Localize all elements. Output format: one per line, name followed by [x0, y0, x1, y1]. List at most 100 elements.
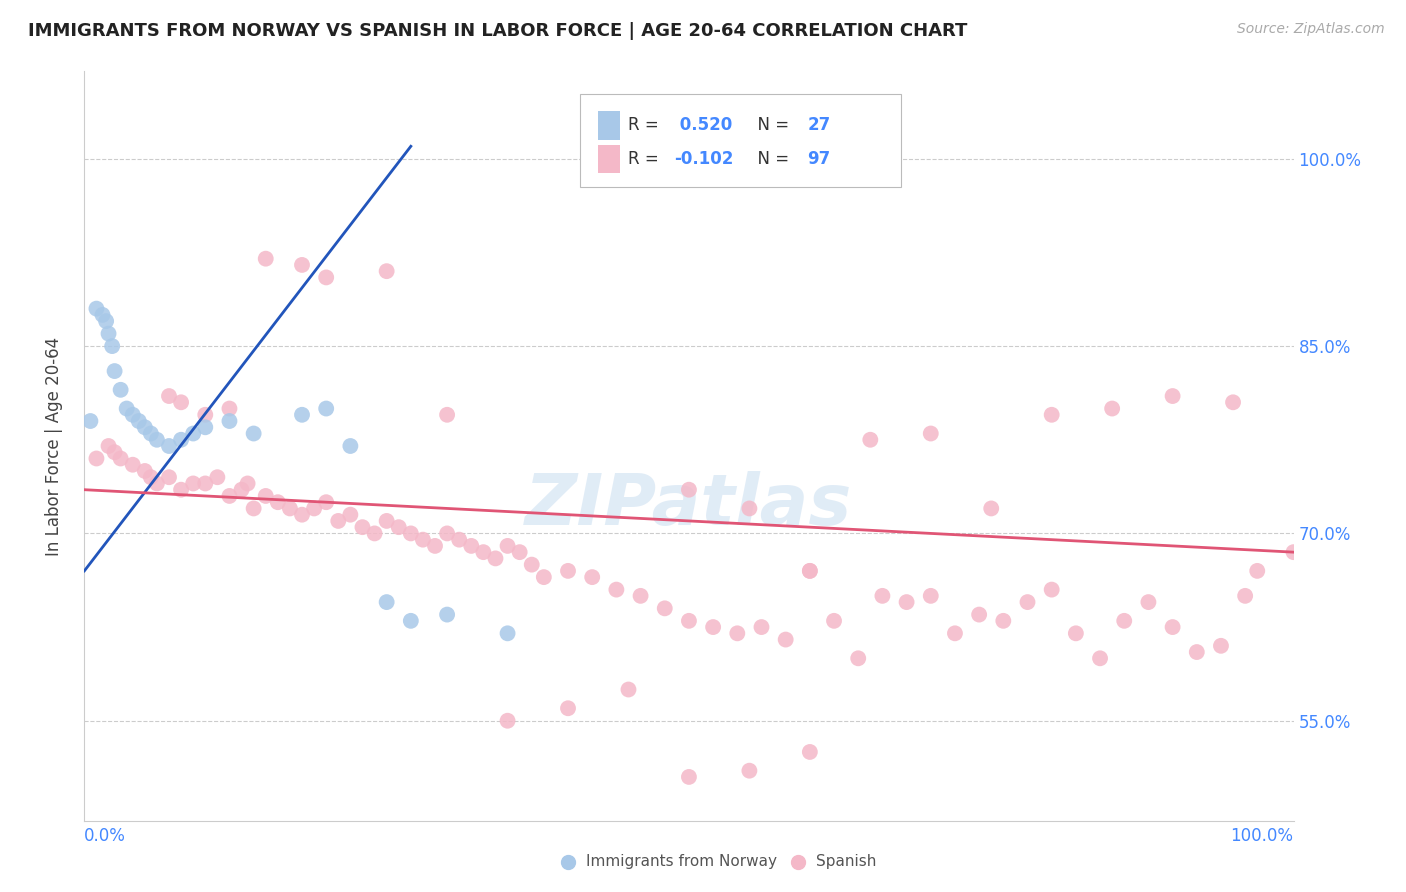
Point	[630, 589, 652, 603]
Point	[278, 501, 301, 516]
Point	[315, 495, 337, 509]
Point	[121, 458, 143, 472]
Point	[134, 464, 156, 478]
Text: ZIPatlas: ZIPatlas	[526, 472, 852, 541]
Point	[1040, 582, 1063, 597]
Text: 100.0%: 100.0%	[1230, 827, 1294, 845]
Point	[139, 426, 162, 441]
Point	[980, 501, 1002, 516]
Point	[896, 595, 918, 609]
Point	[242, 501, 264, 516]
Point	[751, 620, 773, 634]
Point	[872, 589, 894, 603]
Point	[181, 476, 204, 491]
Point	[472, 545, 495, 559]
Point	[194, 476, 217, 491]
Point	[920, 589, 942, 603]
Point	[375, 514, 398, 528]
Point	[254, 252, 277, 266]
Point	[654, 601, 676, 615]
Point	[375, 264, 398, 278]
Point	[291, 408, 314, 422]
Point	[1064, 626, 1087, 640]
Point	[104, 445, 127, 459]
Point	[339, 508, 361, 522]
Text: R =: R =	[628, 150, 665, 168]
Point	[218, 414, 240, 428]
Point	[302, 501, 325, 516]
Point	[315, 401, 337, 416]
Text: 0.0%: 0.0%	[84, 827, 127, 845]
Bar	[599, 145, 620, 173]
Point	[194, 408, 217, 422]
Point	[97, 439, 120, 453]
Text: Source: ZipAtlas.com: Source: ZipAtlas.com	[1237, 22, 1385, 37]
Point	[91, 308, 114, 322]
Point	[496, 539, 519, 553]
Point	[1282, 545, 1305, 559]
Point	[617, 682, 640, 697]
Point	[328, 514, 350, 528]
Point	[496, 626, 519, 640]
Point	[943, 626, 966, 640]
Point	[194, 420, 217, 434]
Point	[146, 476, 169, 491]
Text: Spanish: Spanish	[815, 855, 876, 870]
Text: IMMIGRANTS FROM NORWAY VS SPANISH IN LABOR FORCE | AGE 20-64 CORRELATION CHART: IMMIGRANTS FROM NORWAY VS SPANISH IN LAB…	[28, 22, 967, 40]
Point	[104, 364, 127, 378]
Point	[1209, 639, 1232, 653]
Point	[725, 626, 748, 640]
Point	[799, 745, 821, 759]
Point	[399, 614, 422, 628]
Point	[520, 558, 543, 572]
Point	[399, 526, 422, 541]
Point	[678, 770, 700, 784]
Point	[967, 607, 990, 622]
Point	[1137, 595, 1160, 609]
Point	[242, 426, 264, 441]
Point	[128, 414, 150, 428]
Point	[1185, 645, 1208, 659]
Point	[1101, 401, 1123, 416]
Point	[460, 539, 482, 553]
Point	[170, 433, 193, 447]
Point	[738, 501, 761, 516]
Point	[775, 632, 797, 647]
Point	[339, 439, 361, 453]
Text: N =: N =	[747, 116, 794, 135]
Point	[581, 570, 603, 584]
Point	[509, 545, 531, 559]
Point	[678, 614, 700, 628]
Point	[236, 476, 259, 491]
Text: Immigrants from Norway: Immigrants from Norway	[586, 855, 778, 870]
Point	[702, 620, 724, 634]
Point	[412, 533, 434, 547]
Point	[1161, 620, 1184, 634]
Point	[799, 564, 821, 578]
Point	[799, 564, 821, 578]
Point	[496, 714, 519, 728]
Point	[993, 614, 1015, 628]
Point	[1234, 589, 1257, 603]
Text: R =: R =	[628, 116, 665, 135]
Point	[157, 439, 180, 453]
Point	[218, 401, 240, 416]
Point	[181, 426, 204, 441]
Text: 27: 27	[807, 116, 831, 135]
Text: -0.102: -0.102	[675, 150, 734, 168]
Text: N =: N =	[747, 150, 794, 168]
Point	[315, 270, 337, 285]
Point	[121, 408, 143, 422]
Point	[557, 564, 579, 578]
Point	[1246, 564, 1268, 578]
Point	[101, 339, 124, 353]
Point	[94, 314, 117, 328]
Bar	[599, 112, 620, 139]
Point	[423, 539, 446, 553]
Point	[231, 483, 253, 497]
Point	[115, 401, 138, 416]
Point	[1161, 389, 1184, 403]
Point	[859, 433, 882, 447]
Point	[484, 551, 506, 566]
Point	[157, 470, 180, 484]
